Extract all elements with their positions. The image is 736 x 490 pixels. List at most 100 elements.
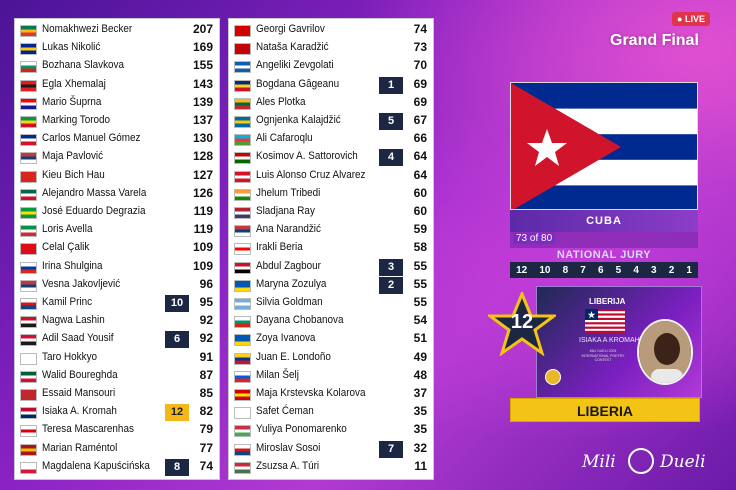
- scoreboard-left-column: Nomakhwezi Becker 207 Lukas Nikolić 169 Bozh…: [14, 18, 220, 480]
- scoreboard-row: Maja Krstevska Kolarova 37: [229, 386, 433, 404]
- scale-point: 4: [633, 264, 639, 276]
- country-flag-icon: [234, 188, 251, 201]
- contestant-name: Ales Plotka: [256, 95, 306, 108]
- scoreboard-row: Teresa Mascarenhas 79: [15, 422, 219, 440]
- scoreboard-row: Egla Xhemalaj 143: [15, 77, 219, 95]
- points-awarded-badge: 10: [165, 295, 189, 312]
- country-flag-icon: [234, 334, 251, 347]
- liberia-flag-icon: [585, 309, 625, 333]
- total-points: 70: [413, 58, 427, 73]
- contestant-name: Essaid Mansouri: [42, 387, 116, 399]
- total-points: 64: [413, 149, 427, 164]
- contestant-name: Mario Šuprna: [42, 95, 102, 108]
- scoreboard-row: Safet Ćeman 35: [229, 404, 433, 422]
- scoreboard-row: Ana Narandžić 59: [229, 222, 433, 240]
- contestant-name: Marking Torodo: [42, 114, 111, 126]
- country-flag-icon: [20, 443, 37, 456]
- scale-point: 3: [651, 264, 657, 276]
- total-points: 60: [413, 185, 427, 200]
- card-caption: MILI DUELI 2024 INTERNATIONAL POETRY CON…: [581, 349, 625, 362]
- scoreboard-row: Loris Avella 119: [15, 222, 219, 240]
- country-flag-icon: [234, 243, 251, 256]
- brand-left: Mili: [582, 452, 616, 472]
- contestant-name: Kamil Princ: [42, 296, 93, 308]
- contestant-name: Egla Xhemalaj: [42, 77, 106, 90]
- event-title: Grand Final: [610, 32, 699, 49]
- contestant-name: Zoya Ivanova: [256, 332, 316, 345]
- country-flag-icon: [20, 79, 37, 92]
- contestant-name: Ana Narandžić: [256, 223, 321, 236]
- scoreboard-row: Dayana Chobanova 54: [229, 313, 433, 331]
- total-points: 87: [199, 367, 213, 382]
- contestant-name: Juan E. Londoño: [256, 350, 331, 363]
- card-country: LIBERIJA: [589, 297, 626, 306]
- contestant-name: Isiaka A. Kromah: [42, 405, 117, 418]
- total-points: 92: [199, 331, 213, 346]
- total-points: 79: [199, 422, 213, 437]
- contestant-name: Ali Cafaroqlu: [256, 132, 313, 145]
- total-points: 109: [192, 258, 213, 273]
- country-flag-icon: [234, 152, 251, 165]
- contestant-name: Yuliya Ponomarenko: [256, 423, 347, 436]
- contestant-name: Celal Çalik: [42, 241, 90, 254]
- country-flag-icon: [20, 407, 37, 420]
- jury-label: NATIONAL JURY: [556, 249, 652, 261]
- contestant-name: Marian Raméntol: [42, 441, 118, 454]
- scoreboard-row: Bozhana Slavkova 155: [15, 58, 219, 76]
- contestant-name: Sladjana Ray: [256, 205, 315, 217]
- country-flag-icon: [20, 425, 37, 438]
- scoreboard-row: Alejandro Massa Varela 126: [15, 186, 219, 204]
- points-awarded-badge: 1: [379, 76, 403, 94]
- scoreboard-row: Ognjenka Kalajdžić 5 67: [229, 113, 433, 131]
- contestant-name: Angeliki Zevgolati: [256, 59, 334, 72]
- contestant-name: Luis Alonso Cruz Alvarez: [256, 168, 366, 181]
- country-flag-icon: [234, 352, 251, 365]
- scoreboard-row: Celal Çalik 109: [15, 240, 219, 258]
- awarded-points: 12: [510, 311, 534, 333]
- contestant-name: Lukas Nikolić: [42, 41, 101, 54]
- total-points: 60: [413, 204, 427, 218]
- scale-point: 8: [562, 264, 569, 276]
- total-points: 35: [413, 404, 427, 419]
- country-flag-icon: [20, 461, 37, 474]
- scoreboard-row: Walid Boureghda 87: [15, 368, 219, 386]
- points-awarded-badge: 8: [165, 458, 189, 476]
- points-scale: 12 10 8 7 6 5 4 3 2 1: [510, 262, 698, 278]
- contestant-name: Irina Shulgina: [42, 259, 103, 272]
- scoreboard-row: Irakli Beria 58: [229, 240, 433, 258]
- live-dot-icon: ●: [677, 14, 683, 24]
- total-points: 11: [414, 458, 427, 473]
- live-badge: ● LIVE: [672, 12, 710, 26]
- contestant-name: Jhelum Tribedi: [256, 186, 321, 199]
- contestant-name: Bogdana Gâgeanu: [256, 77, 340, 90]
- total-points: 95: [199, 295, 213, 309]
- country-flag-icon: [234, 316, 251, 329]
- total-points: 73: [413, 40, 427, 55]
- country-flag-icon: [20, 25, 37, 37]
- vote-counter-bar: 73 of 80: [510, 232, 698, 248]
- scoreboard-row: Kamil Princ 10 95: [15, 295, 219, 313]
- total-points: 130: [192, 131, 213, 146]
- total-points: 55: [413, 258, 427, 273]
- country-flag-icon: [20, 170, 37, 183]
- scoreboard-row: Angeliki Zevgolati 70: [229, 58, 433, 76]
- scale-point: 5: [615, 264, 622, 276]
- contestant-name: Maryna Zozulya: [256, 277, 327, 290]
- scoreboard-row: Georgi Gavrilov 74: [229, 22, 433, 40]
- card-person: ISIAKA A KROMAH: [579, 337, 640, 344]
- country-flag-icon: [20, 370, 37, 383]
- scoreboard-row: Luis Alonso Cruz Alvarez 64: [229, 168, 433, 186]
- country-flag-icon: [20, 298, 37, 310]
- scoreboard-row: Lukas Nikolić 169: [15, 40, 219, 58]
- scale-point: 10: [539, 264, 551, 276]
- scoreboard-row: Nomakhwezi Becker 207: [15, 22, 219, 40]
- contestant-name: Kosimov A. Sattorovich: [256, 150, 358, 163]
- country-flag-icon: [234, 225, 251, 238]
- country-flag-icon: [234, 43, 251, 56]
- contestant-name: Kieu Bich Hau: [42, 168, 105, 181]
- scoreboard-row: Taro Hokkyo 91: [15, 350, 219, 368]
- contestant-name: José Eduardo Degrazia: [42, 205, 146, 217]
- scoreboard-row: Zoya Ivanova 51: [229, 331, 433, 349]
- contestant-name: Safet Ćeman: [256, 405, 314, 418]
- country-flag-icon: [20, 243, 37, 256]
